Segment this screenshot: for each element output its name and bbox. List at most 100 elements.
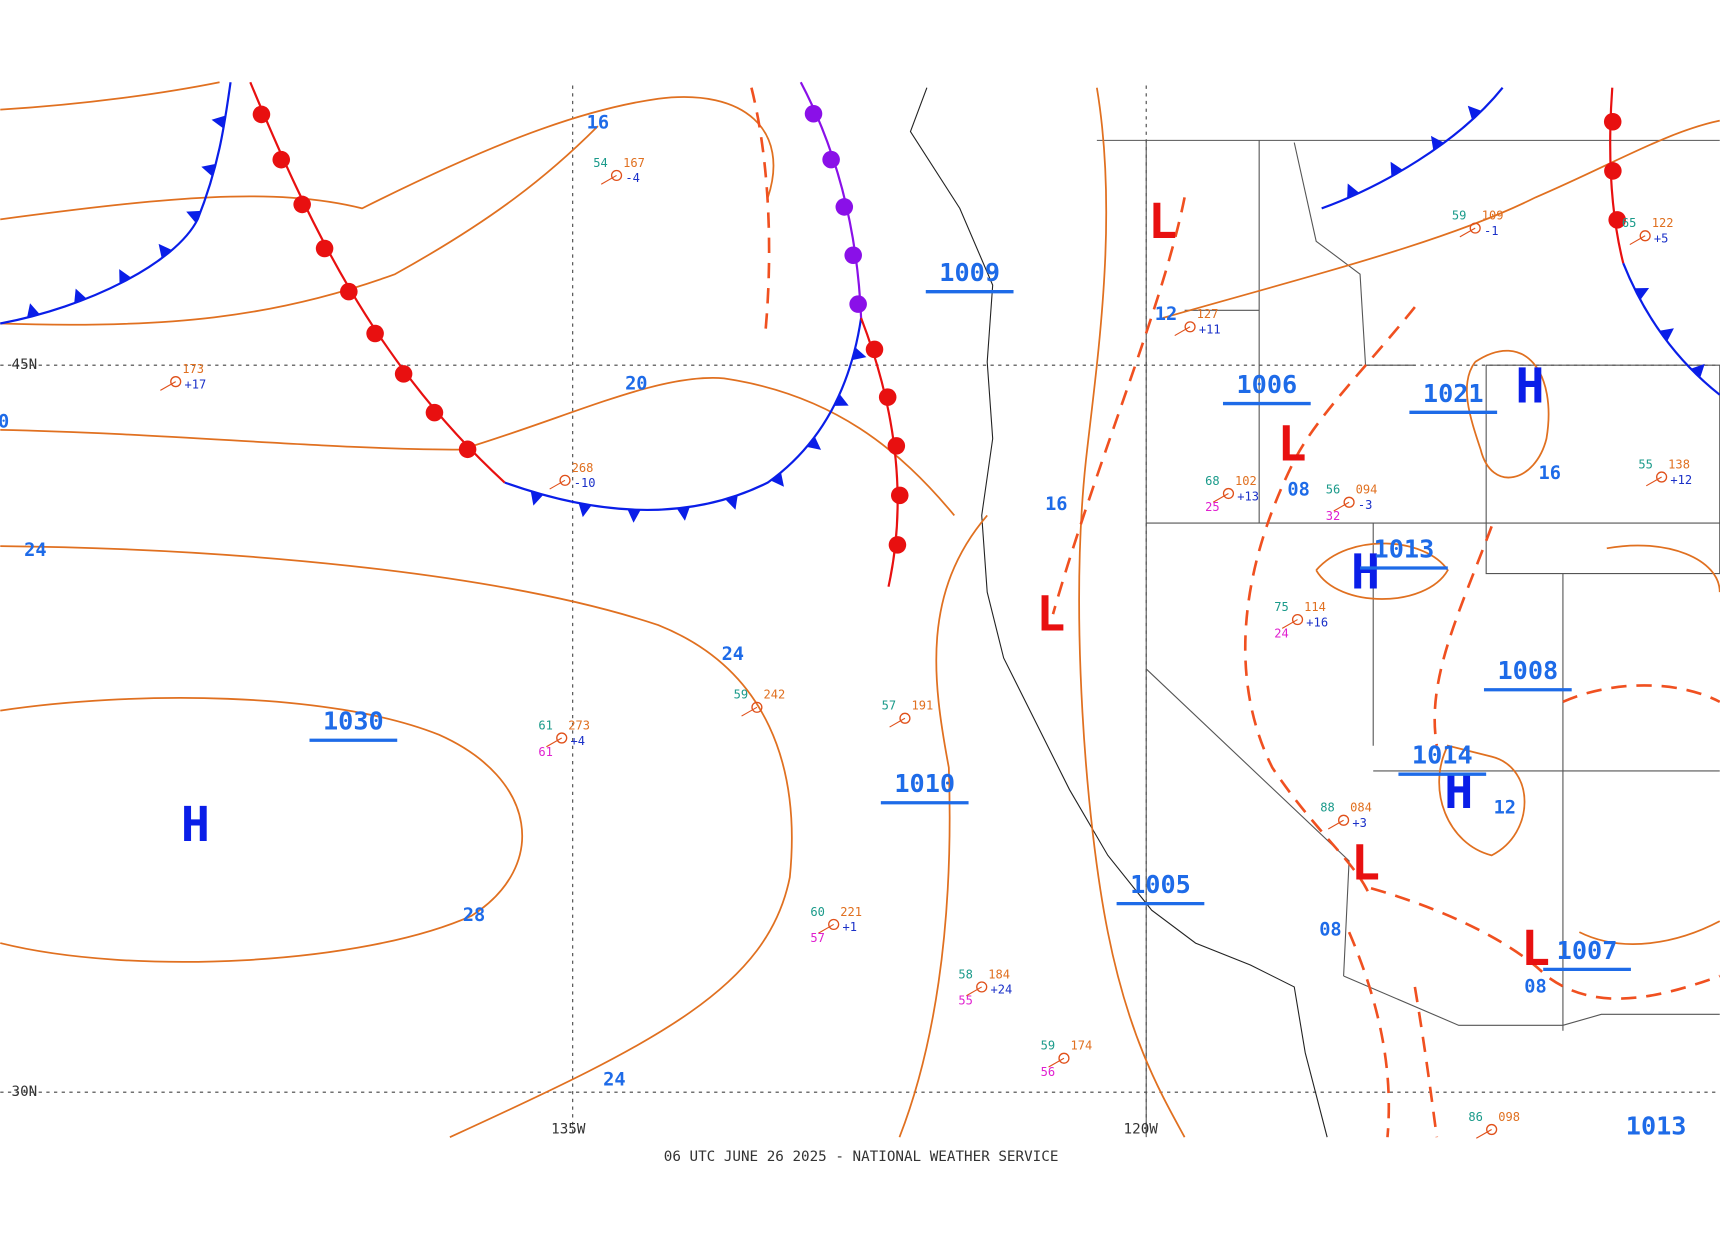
trough bbox=[1370, 525, 1720, 1000]
front-symbol bbox=[676, 506, 690, 521]
dewpoint: 57 bbox=[810, 931, 825, 945]
station-circle bbox=[559, 474, 571, 486]
wind-barb bbox=[1629, 235, 1646, 246]
dewpoint: 56 bbox=[1041, 1065, 1056, 1079]
wind-barb bbox=[818, 923, 834, 934]
tendency: +11 bbox=[1199, 323, 1221, 337]
wind-barb bbox=[600, 174, 617, 185]
front-symbol bbox=[530, 491, 544, 506]
wind-barb bbox=[966, 986, 982, 997]
front-symbol bbox=[806, 436, 822, 450]
station: 86 098 bbox=[1468, 1110, 1520, 1139]
contour-label: 16 bbox=[587, 112, 609, 133]
wind-barb bbox=[1212, 492, 1229, 503]
pressure: 173 bbox=[182, 362, 204, 376]
tendency: -4 bbox=[625, 171, 640, 185]
footer: 06 UTC JUNE 26 2025 - NATIONAL WEATHER S… bbox=[664, 1149, 1059, 1165]
temperature: 54 bbox=[593, 156, 608, 170]
front-symbol bbox=[822, 150, 840, 169]
pressure: 109 bbox=[1482, 209, 1504, 223]
contour-label: 28 bbox=[463, 905, 485, 926]
front-symbol bbox=[627, 509, 641, 523]
isobar bbox=[0, 697, 523, 963]
coastline bbox=[909, 87, 1328, 1138]
station: 75 24 114+16 bbox=[1274, 600, 1328, 640]
wind-barb bbox=[1048, 1057, 1065, 1068]
isobar-label: 1008 bbox=[1497, 656, 1558, 685]
station-circle bbox=[1058, 1052, 1070, 1064]
front-symbol bbox=[835, 198, 854, 216]
wind-barb bbox=[160, 381, 176, 391]
pressure: 102 bbox=[1235, 474, 1257, 488]
station-circle bbox=[1656, 471, 1668, 483]
trough bbox=[1051, 197, 1186, 615]
front-symbol bbox=[293, 195, 311, 214]
wind-barb bbox=[546, 737, 562, 748]
station-circle bbox=[1469, 222, 1481, 234]
wind-barb bbox=[1174, 326, 1191, 337]
temperature: 68 bbox=[1205, 474, 1220, 488]
warm-front bbox=[249, 81, 506, 484]
trough bbox=[1347, 684, 1720, 1138]
wind-barb bbox=[1327, 819, 1344, 830]
temperature: 65 bbox=[1622, 216, 1637, 230]
station-circle bbox=[1486, 1123, 1498, 1136]
front-symbol bbox=[201, 163, 216, 177]
front-symbol bbox=[1634, 288, 1650, 300]
dewpoint: 24 bbox=[1274, 626, 1289, 640]
isobar-label: 1013 bbox=[1626, 1111, 1687, 1140]
front-symbol bbox=[833, 394, 849, 406]
troughs bbox=[750, 87, 1720, 1138]
state-border bbox=[1096, 139, 1720, 1138]
front-symbol bbox=[1608, 211, 1626, 229]
tendency: +16 bbox=[1306, 615, 1328, 629]
temperature: 59 bbox=[1041, 1039, 1056, 1053]
station-circle bbox=[1291, 613, 1304, 626]
temperature: 59 bbox=[1452, 209, 1467, 223]
temperature: 61 bbox=[538, 718, 553, 732]
contour-label: 20 bbox=[625, 373, 647, 394]
pressure: 273 bbox=[568, 718, 590, 732]
front-symbol bbox=[425, 403, 444, 422]
front-symbol bbox=[27, 303, 40, 318]
temperature: 55 bbox=[1638, 457, 1653, 471]
station-circle bbox=[1338, 814, 1350, 826]
station-circle bbox=[1343, 496, 1355, 508]
isobar-label: 1006 bbox=[1236, 370, 1297, 399]
front-symbol bbox=[1390, 161, 1403, 177]
temperature: 56 bbox=[1326, 483, 1341, 497]
isobar-label: 1030 bbox=[323, 707, 384, 736]
pressure-center: H bbox=[181, 797, 210, 853]
pressure-center: H bbox=[1351, 545, 1380, 601]
station-circle bbox=[1639, 230, 1651, 242]
pressure-center: L bbox=[1278, 416, 1307, 472]
contour-label: 24 bbox=[722, 644, 744, 665]
front-symbol bbox=[578, 503, 592, 518]
temperature: 60 bbox=[810, 905, 825, 919]
grid-label: 135W bbox=[551, 1122, 586, 1138]
station: 88 084+3 bbox=[1320, 801, 1372, 830]
grid-label: 45N bbox=[12, 357, 38, 373]
pressure-center: H bbox=[1444, 764, 1473, 820]
pressure: 114 bbox=[1304, 600, 1326, 614]
isobar-label: 1021 bbox=[1423, 379, 1484, 408]
tendency: +17 bbox=[184, 377, 206, 391]
front-symbol bbox=[1659, 328, 1674, 342]
wind-barb bbox=[1281, 619, 1298, 629]
tendency: -1 bbox=[1484, 224, 1499, 238]
grid-label: 30N bbox=[12, 1084, 38, 1100]
pressure: 098 bbox=[1498, 1110, 1520, 1124]
contour-label: 08 bbox=[1287, 480, 1309, 501]
labels: 45N 30N 135W 120W 06 UTC JUNE 26 2025 - NATI… bbox=[0, 112, 1692, 1165]
front-symbol bbox=[725, 495, 738, 510]
temperature: 75 bbox=[1274, 600, 1289, 614]
tendency: -3 bbox=[1358, 498, 1373, 512]
station: 59 242 bbox=[734, 688, 785, 717]
front-symbol bbox=[865, 340, 884, 359]
station: 59 109-1 bbox=[1452, 209, 1504, 238]
isobar-label: 1014 bbox=[1412, 741, 1473, 770]
front-symbol bbox=[1347, 183, 1360, 199]
tendency: +5 bbox=[1654, 232, 1669, 246]
dewpoint: 55 bbox=[958, 994, 973, 1008]
borders bbox=[909, 87, 1720, 1138]
